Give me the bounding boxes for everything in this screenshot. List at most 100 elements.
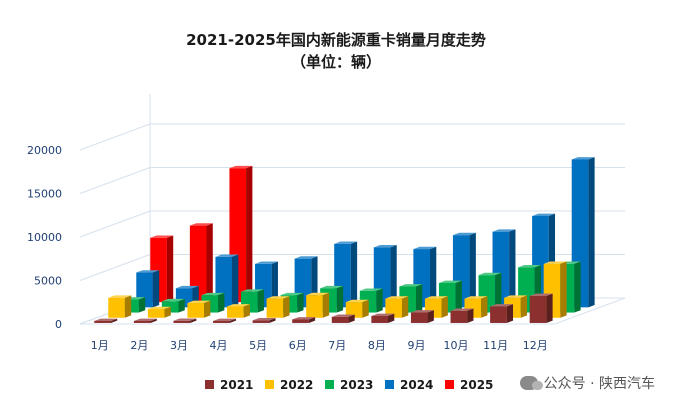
bar-2021-6 (292, 317, 316, 323)
bar-side (150, 318, 157, 323)
bar-2024-12 (571, 157, 595, 308)
bar-2022-3 (187, 300, 211, 318)
x-tick-label: 4月 (210, 339, 228, 352)
watermark-text: 公众号 · 陕西汽车 (543, 376, 655, 392)
bar-2021-4 (213, 318, 236, 323)
y-tick-label: 0 (55, 318, 62, 331)
bar-front (213, 320, 230, 323)
bar-side (271, 261, 278, 308)
legend-label: 2021 (220, 378, 253, 392)
gridline-side (79, 167, 151, 194)
wechat-icon (519, 376, 543, 390)
bar-side (257, 289, 264, 313)
bar-top (213, 318, 236, 321)
bar-2021-7 (331, 314, 355, 323)
bar-side (283, 296, 290, 318)
bar-top (492, 229, 516, 232)
bar-side (376, 288, 383, 313)
legend-label: 2022 (280, 378, 313, 392)
y-tick-label: 5000 (34, 275, 62, 288)
bar-top (161, 298, 185, 302)
bar-top (147, 306, 171, 310)
bar-side (506, 304, 514, 323)
bar-side (243, 304, 250, 318)
bar-top (438, 280, 462, 283)
legend-item-2024: 2024 (385, 378, 433, 392)
bar-top (399, 284, 423, 287)
bar-top (201, 292, 225, 296)
bar-top (187, 300, 211, 303)
gridline-side (79, 123, 151, 151)
bar-side (348, 314, 355, 323)
bar-front (266, 298, 284, 318)
bar-top (173, 318, 197, 321)
bar-top (504, 295, 528, 298)
bar-top (252, 318, 276, 321)
bar-side (110, 318, 118, 323)
bar-side (415, 284, 423, 313)
bar-top (529, 293, 553, 296)
watermark: 公众号 · 陕西汽车 (519, 373, 655, 393)
legend-item-2023: 2023 (325, 378, 373, 392)
bar-2021-3 (173, 318, 197, 323)
bar-2022-7 (345, 299, 369, 318)
y-tick-label: 10000 (27, 231, 62, 244)
bar-front (252, 320, 270, 323)
bar-side (390, 244, 397, 308)
x-tick-label: 3月 (170, 339, 188, 352)
bar-2022-1 (108, 295, 132, 318)
bar-top (334, 241, 358, 244)
bar-top (452, 232, 476, 236)
bar-top (266, 296, 290, 299)
bar-side (152, 270, 160, 308)
bar-front (490, 306, 507, 323)
legend-item-2025: 2025 (445, 378, 493, 392)
bar-top (464, 296, 488, 299)
legend-swatch (205, 380, 214, 389)
bar-side (469, 232, 476, 308)
chart-subtitle: （单位：辆） (291, 53, 381, 71)
bar-side (178, 298, 185, 313)
x-tick-label: 6月 (289, 339, 307, 352)
gridline-side (79, 254, 151, 281)
bar-top (532, 213, 556, 217)
bar-side (362, 299, 369, 318)
bar-side (164, 306, 171, 318)
bar-top (133, 318, 157, 321)
bar-top (571, 157, 595, 160)
bar-front (189, 225, 207, 303)
x-tick-label: 11月 (483, 339, 508, 352)
bar-side (429, 246, 437, 308)
bar-front (108, 297, 125, 318)
bar-front (371, 316, 388, 323)
x-tick-label: 5月 (249, 339, 267, 352)
bar-front (173, 320, 191, 323)
bar-side (560, 261, 567, 318)
bar-side (297, 292, 304, 313)
bar-side (138, 297, 146, 313)
bar-front (133, 320, 151, 323)
bar-top (280, 292, 304, 296)
y-tick-label: 15000 (27, 188, 62, 201)
legend-swatch (445, 380, 454, 389)
chart-title: 2021-2025年国内新能源重卡销量月度走势 (186, 31, 486, 49)
bar-side (206, 223, 213, 303)
bar-side (455, 280, 462, 313)
bar-side (229, 318, 236, 323)
legend-swatch (385, 380, 394, 389)
bar-top (227, 304, 250, 307)
bar-top (450, 308, 474, 311)
bar-top (331, 314, 355, 317)
bar-top (108, 295, 132, 298)
bar-front (306, 295, 323, 318)
bar-top (490, 304, 514, 307)
bar-top (478, 272, 502, 276)
bar-2021-1 (94, 318, 118, 323)
bar-top (518, 264, 542, 268)
legend-label: 2024 (400, 378, 433, 392)
legend-label: 2023 (340, 378, 373, 392)
bar-top (292, 317, 316, 320)
bar-top (373, 244, 397, 248)
bar-top (294, 256, 318, 259)
